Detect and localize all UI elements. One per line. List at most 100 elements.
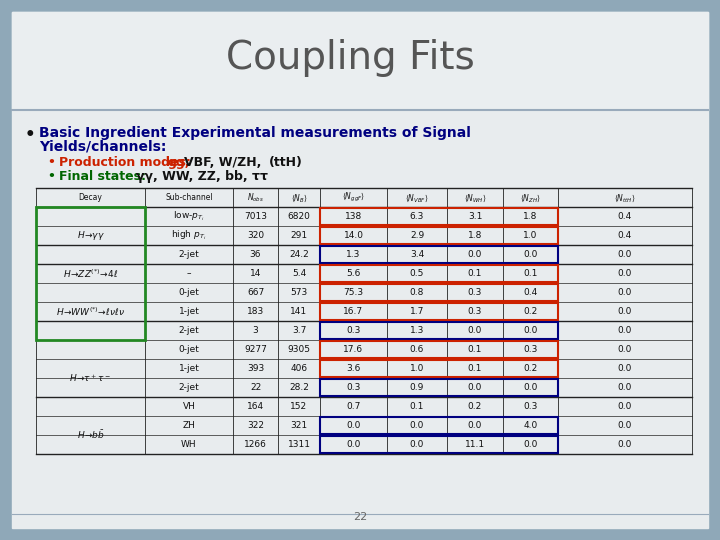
Text: 0.1: 0.1	[523, 269, 538, 278]
Text: 2-jet: 2-jet	[179, 326, 199, 335]
Text: $\langle N_{VBF}\rangle$: $\langle N_{VBF}\rangle$	[405, 192, 429, 204]
Text: 0.4: 0.4	[618, 212, 632, 221]
Bar	[320, 360, 558, 377]
Text: Coupling Fits: Coupling Fits	[225, 39, 474, 77]
Text: $\langle N_{ZH}\rangle$: $\langle N_{ZH}\rangle$	[520, 192, 541, 204]
Text: 0.0: 0.0	[618, 402, 632, 411]
Text: 0.3: 0.3	[346, 383, 361, 392]
Text: Decay: Decay	[78, 193, 102, 202]
Text: 320: 320	[247, 231, 264, 240]
Text: high $p_{T_i}$: high $p_{T_i}$	[171, 229, 207, 242]
Text: 0.0: 0.0	[618, 269, 632, 278]
Text: 0.3: 0.3	[523, 345, 538, 354]
Text: 0.1: 0.1	[468, 269, 482, 278]
Bar	[320, 322, 558, 339]
Text: Sub-channel: Sub-channel	[165, 193, 213, 202]
Text: $H\!\rightarrow\!ZZ^{(*)}\!\rightarrow\!4\ell$: $H\!\rightarrow\!ZZ^{(*)}\!\rightarrow\!…	[63, 267, 118, 280]
Text: 0.1: 0.1	[468, 345, 482, 354]
Text: $\langle N_{ggF}\rangle$: $\langle N_{ggF}\rangle$	[342, 191, 365, 204]
Bar	[320, 436, 558, 453]
Text: 1-jet: 1-jet	[179, 307, 199, 316]
Text: 9305: 9305	[287, 345, 310, 354]
Text: VH: VH	[183, 402, 195, 411]
Text: 0.0: 0.0	[618, 250, 632, 259]
Text: 2-jet: 2-jet	[179, 250, 199, 259]
Bar	[320, 208, 558, 225]
Text: (ttH): (ttH)	[269, 156, 303, 169]
Text: 1.8: 1.8	[523, 212, 538, 221]
Text: •: •	[47, 170, 55, 183]
Text: 16.7: 16.7	[343, 307, 364, 316]
Text: ZH: ZH	[183, 421, 195, 430]
Text: 0.0: 0.0	[346, 421, 361, 430]
Text: 6820: 6820	[287, 212, 310, 221]
Text: 0.0: 0.0	[618, 288, 632, 297]
Text: low-$p_{T_i}$: low-$p_{T_i}$	[174, 210, 204, 223]
Text: 152: 152	[290, 402, 307, 411]
Text: $H\!\rightarrow\!WW^{(*)}\!\rightarrow\!\ell\nu\ell\nu$: $H\!\rightarrow\!WW^{(*)}\!\rightarrow\!…	[56, 305, 125, 318]
Text: 406: 406	[290, 364, 307, 373]
Text: 0.1: 0.1	[468, 364, 482, 373]
Text: 0.0: 0.0	[618, 345, 632, 354]
Text: 573: 573	[290, 288, 307, 297]
Text: 0.2: 0.2	[523, 364, 538, 373]
Text: 322: 322	[247, 421, 264, 430]
Text: 0.0: 0.0	[410, 440, 424, 449]
Bar	[320, 227, 558, 244]
Text: 1.8: 1.8	[468, 231, 482, 240]
Text: 17.6: 17.6	[343, 345, 364, 354]
Text: 164: 164	[247, 402, 264, 411]
Text: 0.2: 0.2	[468, 402, 482, 411]
Text: gg,: gg,	[167, 156, 189, 169]
Text: 0.0: 0.0	[523, 326, 538, 335]
Bar	[320, 303, 558, 320]
Text: 0.0: 0.0	[523, 250, 538, 259]
Text: 22: 22	[353, 512, 367, 522]
Text: 0.0: 0.0	[523, 383, 538, 392]
Text: 0.3: 0.3	[523, 402, 538, 411]
Text: 667: 667	[247, 288, 264, 297]
Text: 0.0: 0.0	[468, 421, 482, 430]
Text: 0.0: 0.0	[618, 440, 632, 449]
Text: 5.6: 5.6	[346, 269, 361, 278]
Text: WH: WH	[181, 440, 197, 449]
Text: 0.0: 0.0	[618, 421, 632, 430]
Bar	[320, 341, 558, 358]
Text: 1.0: 1.0	[523, 231, 538, 240]
Text: VBF, W/ZH,: VBF, W/ZH,	[184, 156, 261, 169]
Text: 9277: 9277	[244, 345, 267, 354]
Text: 7013: 7013	[244, 212, 267, 221]
Text: 321: 321	[290, 421, 307, 430]
Bar	[320, 265, 558, 282]
Text: 1.3: 1.3	[410, 326, 424, 335]
Text: 0.4: 0.4	[523, 288, 538, 297]
Text: 0.8: 0.8	[410, 288, 424, 297]
Bar	[320, 284, 558, 301]
Text: 291: 291	[290, 231, 307, 240]
Text: 4.0: 4.0	[523, 421, 538, 430]
Text: 1.3: 1.3	[346, 250, 361, 259]
Text: 3.1: 3.1	[468, 212, 482, 221]
Text: 0.0: 0.0	[618, 307, 632, 316]
Text: 0.0: 0.0	[468, 326, 482, 335]
Text: 24.2: 24.2	[289, 250, 309, 259]
Text: 0.3: 0.3	[468, 288, 482, 297]
Text: •: •	[47, 156, 55, 169]
Text: 393: 393	[247, 364, 264, 373]
Text: $\langle N_{ttH}\rangle$: $\langle N_{ttH}\rangle$	[614, 192, 636, 204]
Text: 36: 36	[250, 250, 261, 259]
Text: $H\!\rightarrow\!b\bar{b}$: $H\!\rightarrow\!b\bar{b}$	[76, 429, 104, 441]
Text: $\langle N_B\rangle$: $\langle N_B\rangle$	[291, 192, 307, 204]
Text: 2-jet: 2-jet	[179, 383, 199, 392]
Text: 3: 3	[253, 326, 258, 335]
Text: 0.0: 0.0	[468, 383, 482, 392]
Text: 3.6: 3.6	[346, 364, 361, 373]
Bar	[320, 379, 558, 396]
Text: 0-jet: 0-jet	[179, 345, 199, 354]
Text: 1-jet: 1-jet	[179, 364, 199, 373]
Text: 0-jet: 0-jet	[179, 288, 199, 297]
Bar	[320, 417, 558, 434]
Text: γγ, WW, ZZ, bb, ττ: γγ, WW, ZZ, bb, ττ	[136, 170, 268, 183]
Text: 141: 141	[290, 307, 307, 316]
Text: 1311: 1311	[287, 440, 310, 449]
